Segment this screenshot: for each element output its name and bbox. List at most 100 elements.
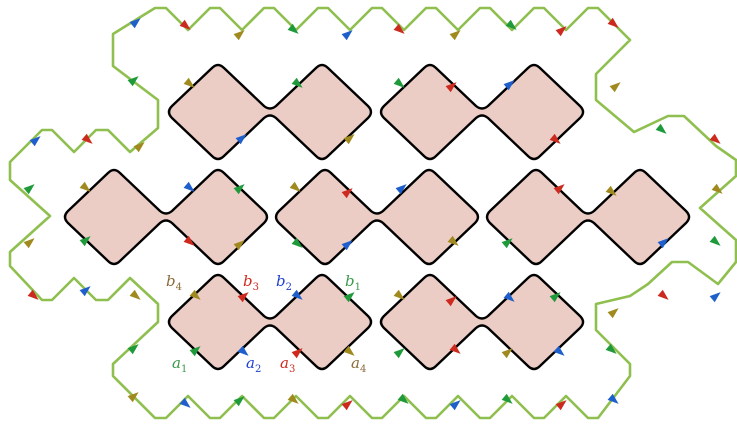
- arrow-marker-15: [133, 142, 145, 153]
- tile-1: [167, 63, 373, 161]
- tile-2: [379, 63, 585, 161]
- arrow-marker-41: [235, 134, 247, 145]
- arrow-marker-50: [183, 181, 195, 192]
- arrow-marker-54: [289, 181, 301, 192]
- arrow-marker-18: [711, 183, 723, 194]
- label-b2: b2: [276, 272, 292, 293]
- arrow-marker-70: [291, 348, 303, 359]
- arrow-marker-21: [709, 235, 721, 246]
- arrow-marker-43: [343, 134, 355, 145]
- arrow-marker-38: [555, 400, 567, 411]
- arrow-marker-37: [501, 393, 513, 404]
- arrow-marker-19: [23, 184, 35, 195]
- arrow-marker-34: [341, 400, 353, 411]
- tile-6: [167, 273, 373, 371]
- arrow-marker-29: [605, 343, 617, 354]
- arrow-marker-47: [549, 133, 561, 144]
- tile-3: [63, 168, 269, 266]
- arrow-marker-33: [287, 393, 299, 404]
- arrow-marker-17: [709, 133, 721, 144]
- arrows-group: [23, 17, 723, 411]
- arrow-marker-35: [397, 393, 409, 404]
- arrow-marker-75: [549, 292, 561, 303]
- arrow-marker-61: [553, 184, 565, 195]
- arrow-marker-13: [29, 136, 41, 147]
- arrow-marker-55: [341, 188, 353, 199]
- arrow-marker-74: [503, 291, 515, 302]
- arrow-marker-9: [555, 26, 567, 37]
- arrow-marker-3: [233, 30, 245, 41]
- arrow-marker-20: [23, 238, 35, 249]
- label-b3: b3: [243, 272, 259, 293]
- arrow-marker-14: [81, 133, 93, 144]
- label-a1: a1: [172, 354, 187, 375]
- arrow-marker-64: [189, 289, 201, 300]
- arrow-marker-52: [183, 235, 195, 246]
- label-a3: a3: [280, 354, 295, 375]
- arrow-marker-51: [233, 184, 245, 195]
- arrow-marker-24: [129, 289, 141, 300]
- arrow-marker-56: [291, 237, 303, 248]
- arrow-marker-58: [395, 184, 407, 195]
- arrow-marker-1: [129, 18, 141, 29]
- arrow-marker-16: [655, 123, 667, 134]
- arrow-marker-36: [449, 400, 461, 411]
- label-b1: b1: [345, 272, 361, 293]
- arrow-marker-8: [505, 19, 517, 30]
- arrow-marker-22: [27, 289, 39, 300]
- arrow-marker-68: [189, 346, 201, 357]
- labels-group: b4 b3 b2 b1 a1 a2 a3 a4: [166, 272, 366, 375]
- arrow-marker-42: [291, 77, 303, 88]
- arrow-marker-10: [607, 17, 619, 28]
- arrow-marker-32: [233, 396, 245, 407]
- arrow-marker-7: [449, 30, 461, 41]
- arrow-marker-46: [503, 80, 515, 91]
- arrow-marker-25: [657, 289, 669, 300]
- arrow-marker-79: [553, 345, 565, 356]
- arrow-marker-5: [341, 30, 353, 41]
- arrow-marker-23: [79, 286, 91, 297]
- arrow-marker-71: [343, 345, 355, 356]
- arrow-marker-72: [393, 289, 405, 300]
- arrow-marker-26: [709, 292, 721, 303]
- arrow-marker-28: [127, 344, 139, 355]
- tile-7: [379, 273, 585, 371]
- arrow-marker-6: [393, 23, 405, 34]
- arrow-marker-12: [609, 82, 621, 93]
- arrow-marker-63: [657, 238, 669, 249]
- arrow-marker-62: [605, 185, 617, 196]
- arrow-marker-45: [445, 82, 457, 93]
- tiles-group: [63, 63, 691, 371]
- arrow-marker-30: [127, 392, 139, 403]
- arrow-marker-49: [79, 236, 91, 247]
- label-a2: a2: [246, 354, 261, 375]
- arrow-marker-4: [287, 23, 299, 34]
- arrow-marker-11: [127, 76, 139, 87]
- arrow-marker-39: [607, 393, 619, 404]
- label-b4: b4: [166, 272, 182, 293]
- arrow-marker-53: [233, 240, 245, 251]
- arrow-marker-40: [183, 77, 195, 88]
- arrow-marker-65: [237, 292, 249, 303]
- outer-boundary: [8, 6, 737, 420]
- arrow-marker-66: [291, 289, 303, 300]
- label-a4: a4: [351, 354, 366, 375]
- outer-zigzag-path: [8, 6, 737, 420]
- tile-5: [485, 168, 691, 266]
- arrow-marker-76: [393, 348, 405, 359]
- arrow-marker-48: [79, 181, 91, 192]
- arrow-marker-27: [607, 308, 619, 319]
- arrow-marker-44: [393, 77, 405, 88]
- arrow-marker-57: [341, 240, 353, 251]
- arrow-marker-67: [343, 292, 355, 303]
- arrow-marker-77: [449, 343, 461, 354]
- arrow-marker-60: [501, 238, 513, 249]
- arrow-marker-69: [237, 345, 249, 356]
- tile-4: [274, 168, 480, 266]
- arrow-marker-59: [447, 235, 459, 246]
- arrow-marker-31: [179, 397, 191, 408]
- arrow-marker-78: [501, 348, 513, 359]
- arrow-marker-2: [179, 19, 191, 30]
- arrow-marker-73: [445, 296, 457, 307]
